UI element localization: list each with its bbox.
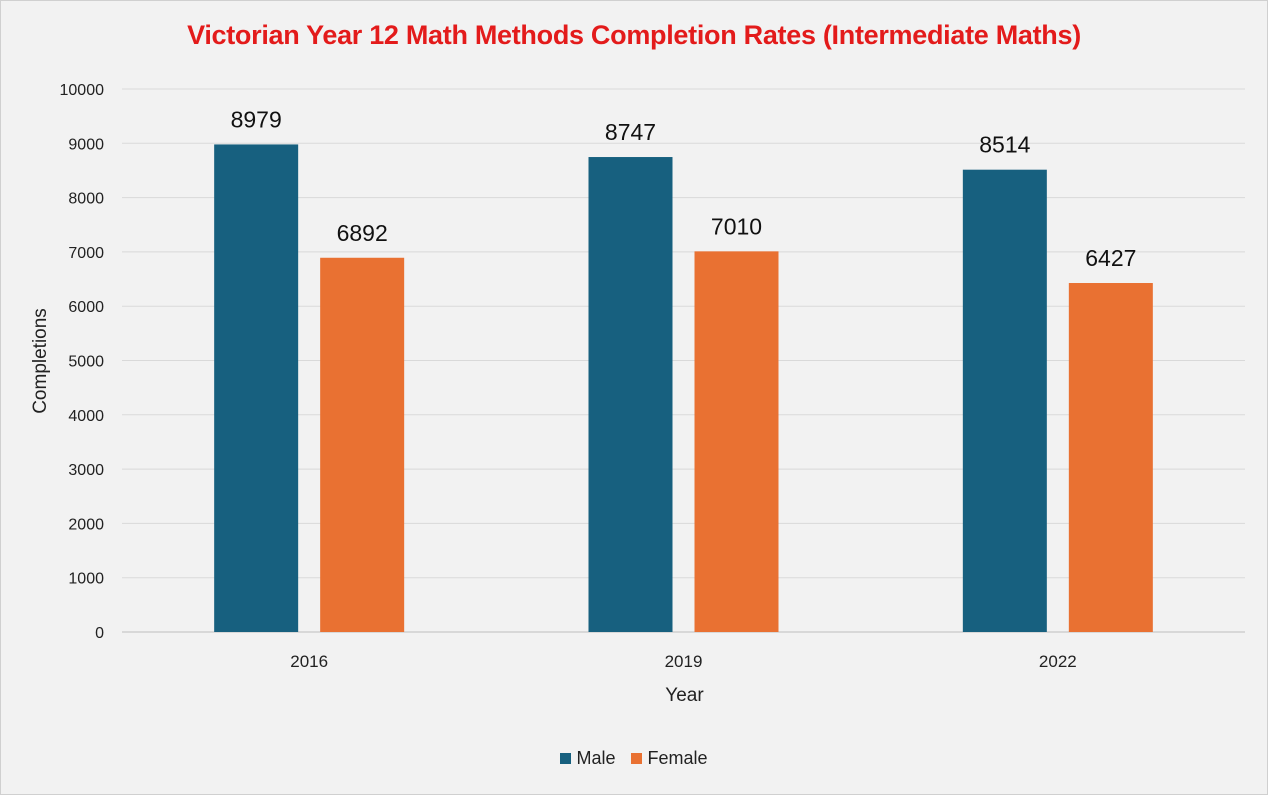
y-tick-label-0: 0 bbox=[95, 625, 104, 642]
bar-female-2016 bbox=[320, 257, 405, 632]
x-tick-label-2016: 2016 bbox=[290, 652, 328, 671]
y-tick-label-4000: 4000 bbox=[68, 408, 104, 425]
x-axis-title: Year bbox=[665, 685, 704, 706]
legend-swatch-female bbox=[631, 753, 643, 764]
data-label-male-2016: 8979 bbox=[231, 106, 282, 132]
chart-title: Victorian Year 12 Math Methods Completio… bbox=[187, 20, 1081, 50]
bar-female-2019 bbox=[694, 251, 779, 632]
data-label-male-2022: 8514 bbox=[979, 132, 1030, 158]
data-label-female-2019: 7010 bbox=[711, 213, 762, 239]
y-tick-label-7000: 7000 bbox=[68, 245, 104, 262]
y-tick-label-8000: 8000 bbox=[68, 191, 104, 208]
legend-swatch-male bbox=[560, 753, 572, 764]
y-tick-label-6000: 6000 bbox=[68, 299, 104, 316]
bar-female-2022 bbox=[1068, 283, 1153, 632]
y-tick-label-3000: 3000 bbox=[68, 462, 104, 479]
y-tick-label-2000: 2000 bbox=[68, 516, 104, 533]
bar-male-2016 bbox=[214, 144, 299, 632]
data-label-female-2016: 6892 bbox=[337, 220, 388, 246]
y-tick-label-5000: 5000 bbox=[68, 354, 104, 371]
y-axis-title: Completions bbox=[30, 308, 51, 414]
data-label-female-2022: 6427 bbox=[1085, 245, 1136, 271]
x-tick-label-2022: 2022 bbox=[1039, 652, 1077, 671]
bar-male-2019 bbox=[588, 157, 673, 632]
legend-item-female: Female bbox=[631, 748, 708, 769]
bar-male-2022 bbox=[962, 169, 1047, 632]
data-label-male-2019: 8747 bbox=[605, 119, 656, 145]
legend-label-female: Female bbox=[647, 748, 708, 768]
legend-label-male: Male bbox=[576, 748, 616, 768]
y-tick-label-10000: 10000 bbox=[60, 82, 105, 99]
legend: Male Female bbox=[0, 748, 1268, 769]
y-tick-label-9000: 9000 bbox=[68, 136, 104, 153]
legend-item-male: Male bbox=[560, 748, 615, 769]
x-tick-label-2019: 2019 bbox=[665, 652, 703, 671]
y-tick-label-1000: 1000 bbox=[68, 571, 104, 588]
